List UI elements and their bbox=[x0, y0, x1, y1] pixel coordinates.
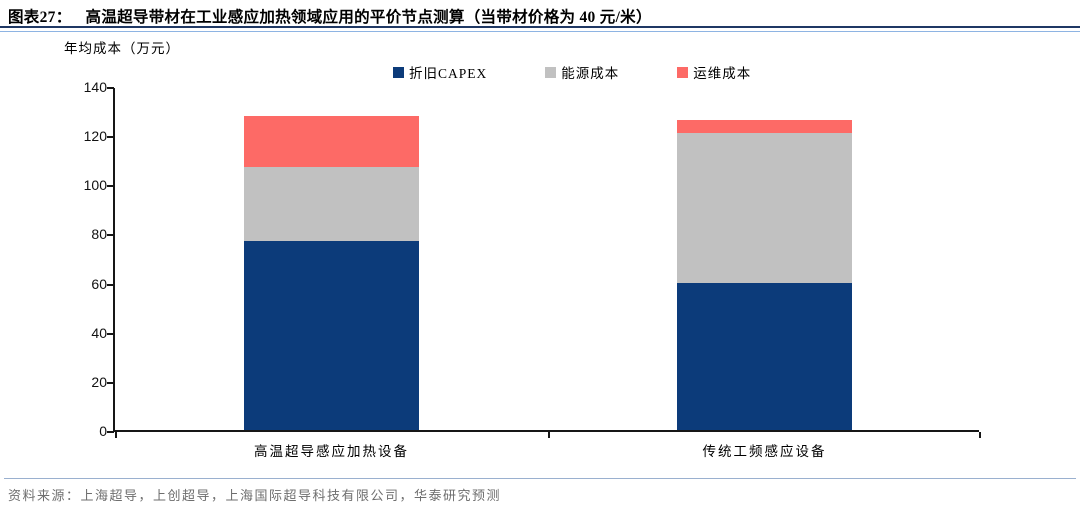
figure-title-text: 高温超导带材在工业感应加热领域应用的平价节点测算（当带材价格为 40 元/米） bbox=[85, 9, 652, 26]
footer-divider-rule bbox=[4, 478, 1076, 479]
figure-number-label: 图表27： bbox=[8, 9, 72, 26]
bar-segment-折旧CAPEX-cat0 bbox=[244, 240, 419, 430]
bar-segment-运维成本-cat1 bbox=[677, 120, 852, 133]
y-tick-label: 60 bbox=[91, 275, 107, 292]
legend-item-2: 运维成本 bbox=[677, 62, 751, 82]
x-tick-mark bbox=[979, 432, 981, 438]
y-tick-mark bbox=[107, 381, 114, 384]
y-tick-mark bbox=[107, 136, 114, 139]
legend-item-1: 能源成本 bbox=[545, 62, 619, 82]
bar-segment-折旧CAPEX-cat1 bbox=[677, 282, 852, 430]
legend-label: 能源成本 bbox=[561, 66, 620, 81]
y-axis-unit-label: 年均成本（万元） bbox=[64, 41, 180, 56]
y-tick-mark bbox=[107, 87, 114, 89]
legend-swatch-icon bbox=[393, 66, 404, 78]
y-tick-mark bbox=[107, 431, 114, 433]
y-tick-label: 20 bbox=[91, 373, 107, 390]
legend-label: 运维成本 bbox=[693, 66, 752, 81]
y-tick-mark bbox=[107, 234, 114, 237]
y-tick-mark bbox=[107, 185, 114, 188]
legend-label: 折旧CAPEX bbox=[409, 66, 488, 81]
chart-legend: 折旧CAPEX 能源成本 运维成本 bbox=[393, 62, 751, 82]
y-tick-label: 0 bbox=[99, 423, 107, 439]
x-tick-mark bbox=[548, 432, 550, 438]
bar-segment-能源成本-cat0 bbox=[244, 167, 419, 241]
y-tick-label: 140 bbox=[83, 79, 107, 95]
chart-plot-area: 0 20 40 60 80 100 120 140 高温超导感应加热设备 传统工频感应设备 bbox=[84, 79, 981, 459]
x-tick-mark bbox=[115, 432, 117, 438]
legend-item-0: 折旧CAPEX bbox=[393, 62, 487, 82]
legend-swatch-icon bbox=[545, 66, 557, 78]
y-tick-mark bbox=[107, 283, 114, 286]
x-category-label-1: 传统工频感应设备 bbox=[702, 444, 827, 459]
y-tick-mark bbox=[107, 332, 114, 335]
x-category-label-0: 高温超导感应加热设备 bbox=[254, 444, 409, 459]
legend-swatch-icon bbox=[677, 66, 689, 78]
source-note: 资料来源：上海超导，上创超导，上海国际超导科技有限公司，华泰研究预测 bbox=[8, 488, 502, 503]
title-divider-rule bbox=[0, 26, 1080, 32]
y-tick-label: 100 bbox=[83, 177, 107, 194]
figure-title: 图表27： 高温超导带材在工业感应加热领域应用的平价节点测算（当带材价格为 40 … bbox=[8, 5, 652, 27]
bar-segment-能源成本-cat1 bbox=[677, 132, 852, 283]
y-tick-label: 80 bbox=[91, 226, 107, 243]
bar-segment-运维成本-cat0 bbox=[244, 115, 419, 168]
y-tick-label: 120 bbox=[83, 128, 107, 145]
y-tick-label: 40 bbox=[91, 324, 107, 341]
